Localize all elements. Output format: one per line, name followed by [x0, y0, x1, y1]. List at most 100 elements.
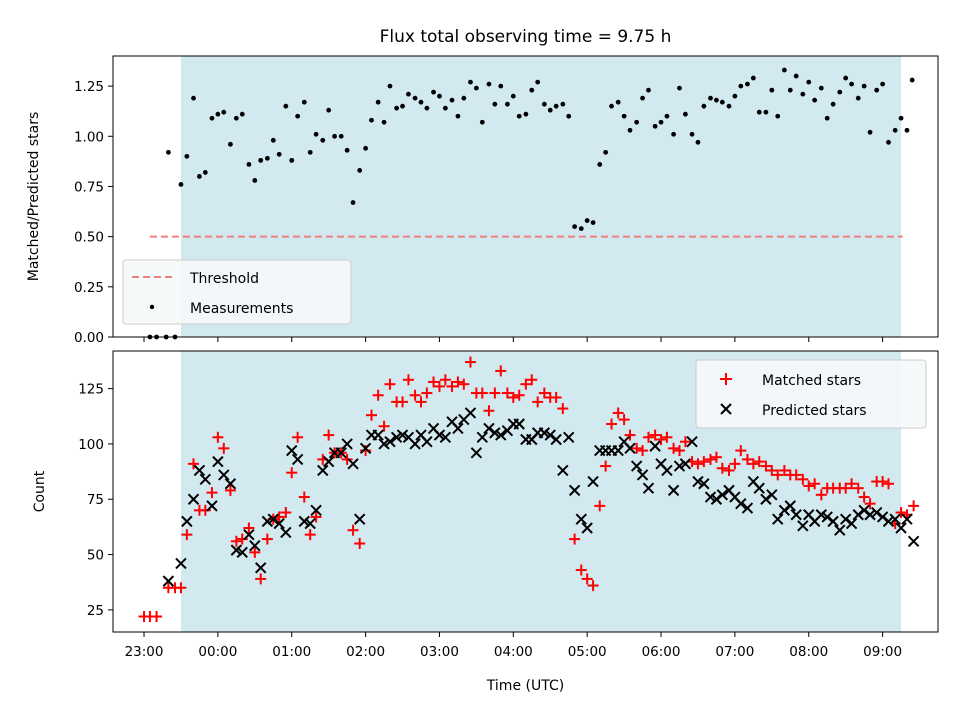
- predicted-star-point: [353, 513, 366, 525]
- matched-star-point: [569, 533, 581, 545]
- measurement-point: [357, 168, 363, 173]
- measurement-point: [283, 103, 289, 109]
- matched-star-point: [538, 387, 550, 399]
- measurement-point: [590, 220, 596, 225]
- measurement-point: [904, 127, 910, 133]
- measurement-point: [535, 79, 541, 85]
- matched-star-point: [705, 453, 717, 465]
- predicted-star-point: [464, 407, 477, 419]
- measurement-point: [307, 149, 313, 155]
- matched-star-point: [797, 473, 809, 485]
- matched-star-point: [415, 396, 427, 408]
- matched-star-point: [600, 460, 612, 472]
- matched-star-point: [421, 387, 433, 399]
- measurement-point: [529, 87, 535, 93]
- matched-star-point: [594, 500, 606, 512]
- predicted-star-point: [845, 517, 858, 530]
- matched-star-point: [366, 409, 378, 421]
- matched-star-point: [212, 431, 224, 443]
- measurement-point: [338, 133, 344, 139]
- matched-star-point: [864, 498, 876, 510]
- count-y-axis-label: Count: [32, 470, 48, 512]
- matched-star-point: [741, 453, 753, 465]
- predicted-star-point: [790, 509, 802, 521]
- measurement-point: [745, 81, 750, 87]
- measurement-point: [510, 93, 516, 99]
- measurement-point: [442, 105, 448, 111]
- predicted-star-point: [568, 484, 581, 497]
- predicted-star-point: [575, 513, 587, 525]
- predicted-star-point: [495, 429, 507, 441]
- predicted-star-point: [716, 489, 729, 501]
- measurement-point: [375, 99, 381, 105]
- measurement-point: [769, 87, 775, 93]
- matched-star-point: [852, 482, 864, 494]
- measurement-point: [640, 95, 645, 101]
- legend-matched-label: Matched stars: [762, 373, 861, 389]
- measurement-point: [719, 99, 725, 105]
- matched-star-point: [476, 387, 488, 399]
- time-x-tick-label: 02:00: [346, 644, 385, 660]
- measurement-point: [505, 101, 510, 107]
- predicted-star-point: [249, 540, 261, 552]
- matched-star-point: [255, 573, 267, 585]
- predicted-star-point: [421, 436, 433, 448]
- measurement-point: [461, 95, 467, 101]
- predicted-star-point: [642, 482, 655, 494]
- measurement-point: [714, 97, 719, 103]
- matched-star-point: [354, 537, 366, 549]
- predicted-star-point: [698, 478, 710, 490]
- matched-star-point: [175, 582, 187, 594]
- measurement-point: [406, 91, 411, 97]
- time-x-tick-label: 06:00: [642, 644, 681, 660]
- measurement-point: [738, 83, 744, 89]
- measurement-point: [689, 131, 695, 137]
- matched-star-point: [698, 456, 710, 468]
- measurement-point: [603, 149, 609, 155]
- matched-star-point: [803, 480, 815, 492]
- matched-star-point: [501, 387, 513, 399]
- measurement-point: [486, 81, 492, 87]
- predicted-star-point: [396, 429, 409, 441]
- predicted-star-point: [230, 544, 243, 556]
- measurement-point: [781, 67, 787, 73]
- measurement-point: [191, 95, 196, 101]
- matched-star-point: [206, 487, 218, 499]
- predicted-star-point: [815, 509, 828, 521]
- predicted-star-point: [741, 502, 754, 514]
- matched-star-point: [384, 378, 396, 390]
- predicted-star-point: [390, 431, 403, 443]
- matched-star-point: [513, 389, 525, 401]
- time-x-tick-label: 23:00: [125, 644, 164, 660]
- measurement-point: [547, 107, 553, 113]
- predicted-star-point: [636, 469, 649, 481]
- matched-star-point: [723, 464, 735, 476]
- matched-star-point: [261, 533, 273, 545]
- measurement-point: [326, 107, 332, 113]
- ratio-y-tick-label: 1.00: [74, 129, 104, 145]
- predicted-star-point: [317, 464, 329, 477]
- measurement-point: [861, 83, 867, 89]
- legend-matched-swatch: [720, 373, 732, 385]
- measurement-point: [165, 149, 171, 155]
- measurement-point: [418, 99, 424, 105]
- matched-star-point: [458, 378, 470, 390]
- matched-star-point: [218, 442, 230, 454]
- matched-star-point: [637, 445, 649, 457]
- matched-star-point: [747, 458, 759, 470]
- measurement-point: [369, 117, 374, 123]
- ratio-plot-frame: [112, 55, 939, 338]
- matched-star-point: [618, 414, 630, 426]
- predicted-star-point: [310, 504, 322, 517]
- measurement-point: [553, 103, 559, 109]
- predicted-star-point: [384, 436, 396, 448]
- matched-star-point: [649, 429, 661, 441]
- matched-star-point: [679, 436, 691, 448]
- measurement-point: [264, 155, 270, 161]
- matched-star-point: [489, 387, 501, 399]
- legend-measurements-label: Measurements: [190, 301, 293, 317]
- ratio-y-axis-label: Matched/Predicted stars: [26, 112, 42, 282]
- matched-star-point: [224, 484, 236, 496]
- matched-star-point: [753, 456, 765, 468]
- predicted-star-point: [476, 431, 488, 443]
